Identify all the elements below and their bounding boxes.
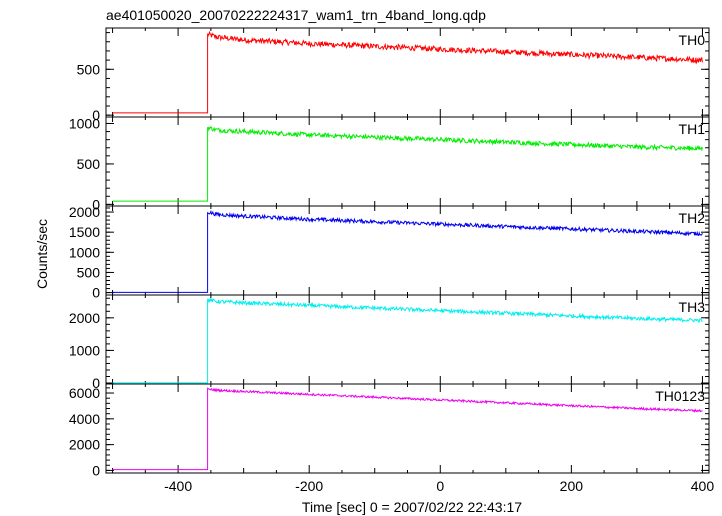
x-tick-label: -400 bbox=[164, 478, 192, 494]
panel-th2: 0 500 1000 1500 2000 TH2 bbox=[69, 204, 710, 301]
y-tick-label: 0 bbox=[92, 375, 100, 391]
y-tick-label: 500 bbox=[77, 264, 101, 280]
panel-label: TH0 bbox=[679, 32, 706, 48]
panel-th0: 0 500 TH0 bbox=[77, 27, 710, 123]
series-line-th2 bbox=[112, 209, 703, 293]
chart-title: ae401050020_20070222224317_wam1_trn_4ban… bbox=[106, 7, 486, 23]
x-axis-label: Time [sec] 0 = 2007/02/22 22:43:17 bbox=[302, 499, 522, 515]
y-tick-label: 500 bbox=[77, 156, 101, 172]
panel-label: TH3 bbox=[679, 299, 706, 315]
panel-th1: 0 500 1000 TH1 bbox=[69, 115, 710, 212]
panel-frame bbox=[105, 116, 710, 207]
y-tick-label: 0 bbox=[92, 462, 100, 478]
y-tick-label: 2000 bbox=[69, 204, 100, 220]
panel-label: TH2 bbox=[679, 210, 706, 226]
series-line-th0123 bbox=[112, 387, 703, 471]
panel-frame bbox=[105, 294, 710, 385]
y-tick-label: 4000 bbox=[69, 411, 100, 427]
series-line-th3 bbox=[112, 296, 703, 384]
y-tick-label: 1000 bbox=[69, 244, 100, 260]
y-tick-label: 0 bbox=[92, 196, 100, 212]
y-axis-label: Counts/sec bbox=[34, 219, 50, 289]
panel-frame bbox=[105, 205, 710, 296]
panel-frame bbox=[105, 27, 710, 118]
series-line-th1 bbox=[112, 125, 703, 202]
panel-label: TH0123 bbox=[655, 388, 705, 404]
x-tick-label: 0 bbox=[436, 478, 444, 494]
y-tick-label: 0 bbox=[92, 285, 100, 301]
y-tick-label: 2000 bbox=[69, 310, 100, 326]
panel-th0123: 0 2000 4000 6000 TH0123 bbox=[69, 383, 710, 478]
y-tick-label: 1500 bbox=[69, 224, 100, 240]
panel-th3: 0 1000 2000 TH3 bbox=[69, 294, 710, 391]
y-tick-label: 1000 bbox=[69, 115, 100, 131]
y-tick-label: 0 bbox=[92, 107, 100, 123]
x-tick-label: 200 bbox=[560, 478, 584, 494]
series-line-th0 bbox=[112, 30, 703, 114]
y-tick-label: 6000 bbox=[69, 385, 100, 401]
y-tick-label: 500 bbox=[77, 61, 101, 77]
x-tick-label: -200 bbox=[295, 478, 323, 494]
panel-frame bbox=[105, 383, 710, 474]
x-tick-label: 400 bbox=[691, 478, 715, 494]
panel-label: TH1 bbox=[679, 121, 706, 137]
y-tick-label: 1000 bbox=[69, 342, 100, 358]
y-tick-label: 2000 bbox=[69, 437, 100, 453]
